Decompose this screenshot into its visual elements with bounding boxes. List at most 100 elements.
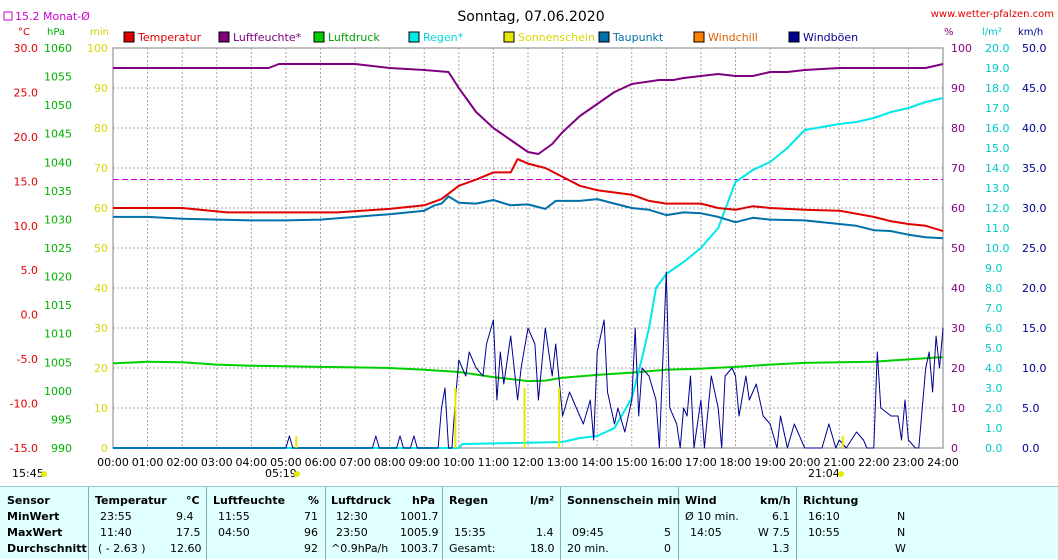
- sunshine-bar: [523, 388, 526, 448]
- tick-label-x: 08:00: [374, 456, 406, 469]
- tick-label-x: 03:00: [201, 456, 233, 469]
- tick-label-sun_min: 80: [94, 122, 108, 135]
- tick-label-humidity_pct: 80: [951, 122, 965, 135]
- unit-lm2: l/m²: [982, 27, 1002, 38]
- tick-label-x: 05:00: [270, 456, 302, 469]
- wind-unit: km/h: [760, 494, 791, 507]
- tick-label-x: 23:00: [893, 456, 925, 469]
- tick-label-x: 21:00: [823, 456, 855, 469]
- dir-max-time: 10:55: [808, 526, 840, 539]
- tick-label-wind_kmh: 30.0: [1022, 202, 1047, 215]
- sunrise-icon: [294, 471, 300, 477]
- temp-header: Temperatur: [95, 494, 167, 507]
- tick-label-rain_lm2: 10.0: [985, 242, 1010, 255]
- time-left-label: 15:45: [12, 467, 44, 480]
- legend-swatch: [408, 31, 420, 43]
- tick-label-wind_kmh: 5.0: [1022, 402, 1040, 415]
- tick-label-pressure_hpa: 1025: [44, 242, 72, 255]
- tick-label-pressure_hpa: 990: [51, 442, 72, 455]
- tick-label-humidity_pct: 70: [951, 162, 965, 175]
- legend-swatch: [693, 31, 705, 43]
- tick-label-wind_kmh: 45.0: [1022, 82, 1047, 95]
- tick-label-x: 15:00: [616, 456, 648, 469]
- row-label-avg: Durchschnitt: [7, 542, 87, 555]
- sun-max-time: 09:45: [572, 526, 604, 539]
- hum-min-time: 11:55: [218, 510, 250, 523]
- website-link[interactable]: www.wetter-pfalzen.com: [931, 9, 1054, 20]
- tick-label-sun_min: 90: [94, 82, 108, 95]
- tick-label-pressure_hpa: 1020: [44, 271, 72, 284]
- hum-max-time: 04:50: [218, 526, 250, 539]
- sunshine-bar: [295, 436, 298, 448]
- tick-label-pressure_hpa: 1035: [44, 185, 72, 198]
- tick-label-wind_kmh: 50.0: [1022, 42, 1047, 55]
- tick-label-temp_c: 0.0: [21, 309, 39, 322]
- tick-label-wind_kmh: 10.0: [1022, 362, 1047, 375]
- hum-header: Luftfeuchte: [213, 494, 286, 507]
- tick-label-humidity_pct: 40: [951, 282, 965, 295]
- tick-label-x: 12:00: [512, 456, 544, 469]
- tick-label-humidity_pct: 0: [951, 442, 958, 455]
- tick-label-rain_lm2: 4.0: [985, 362, 1003, 375]
- tick-label-rain_lm2: 15.0: [985, 142, 1010, 155]
- series-line-temperatur: [113, 158, 944, 233]
- tick-label-temp_c: 10.0: [14, 220, 39, 233]
- tick-label-x: 07:00: [339, 456, 371, 469]
- wind-max-val: W 7.5: [758, 526, 790, 539]
- tick-label-rain_lm2: 16.0: [985, 122, 1010, 135]
- hum-min-val: 71: [304, 510, 318, 523]
- tick-label-rain_lm2: 3.0: [985, 382, 1003, 395]
- tick-label-humidity_pct: 30: [951, 322, 965, 335]
- legend-label: Windböen: [803, 31, 858, 44]
- tick-label-x: 17:00: [685, 456, 717, 469]
- dir-max-val: N: [897, 526, 906, 539]
- unit-hpa: hPa: [47, 27, 65, 38]
- monthly-avg-icon: [3, 11, 13, 21]
- tick-label-rain_lm2: 17.0: [985, 102, 1010, 115]
- tick-label-humidity_pct: 20: [951, 362, 965, 375]
- sun-max-val: 5: [664, 526, 671, 539]
- rain-total-val: 18.0: [530, 542, 555, 555]
- tick-label-pressure_hpa: 1060: [44, 42, 72, 55]
- tick-label-wind_kmh: 25.0: [1022, 242, 1047, 255]
- tick-label-wind_kmh: 15.0: [1022, 322, 1047, 335]
- tick-label-pressure_hpa: 995: [51, 413, 72, 426]
- stats-table: Sensor MinWert MaxWert Durchschnitt Temp…: [0, 486, 1058, 560]
- tick-label-sun_min: 40: [94, 282, 108, 295]
- press-avg-val: 1003.7: [400, 542, 439, 555]
- unit-min: min: [90, 27, 109, 38]
- hum-unit: %: [308, 494, 320, 507]
- tick-label-rain_lm2: 12.0: [985, 202, 1010, 215]
- wind-min-val: 6.1: [772, 510, 790, 523]
- tick-label-x: 16:00: [650, 456, 682, 469]
- temp-unit: °C: [186, 494, 200, 507]
- rain-max-time: 15:35: [454, 526, 486, 539]
- sunshine-bar: [454, 388, 457, 448]
- tick-label-rain_lm2: 7.0: [985, 302, 1003, 315]
- tick-label-pressure_hpa: 1045: [44, 128, 72, 141]
- unit-pct: %: [944, 27, 954, 38]
- temp-min-val: 9.4: [176, 510, 194, 523]
- tick-label-temp_c: 20.0: [14, 131, 39, 144]
- sunshine-bar: [841, 436, 844, 448]
- tick-label-sun_min: 10: [94, 402, 108, 415]
- tick-label-pressure_hpa: 1015: [44, 299, 72, 312]
- rain-header: Regen: [449, 494, 489, 507]
- tick-label-sun_min: 20: [94, 362, 108, 375]
- rain-unit: l/m²: [530, 494, 555, 507]
- tick-label-rain_lm2: 20.0: [985, 42, 1010, 55]
- tick-label-x: 10:00: [443, 456, 475, 469]
- sunshine-bar: [558, 388, 561, 448]
- tick-label-rain_lm2: 19.0: [985, 62, 1010, 75]
- tick-label-rain_lm2: 9.0: [985, 262, 1003, 275]
- sunshine-bars: [295, 388, 844, 448]
- dir-min-time: 16:10: [808, 510, 840, 523]
- series-line-luftdruck: [112, 356, 944, 383]
- sun-header: Sonnenschein min: [567, 494, 681, 507]
- tick-label-wind_kmh: 40.0: [1022, 122, 1047, 135]
- tick-label-pressure_hpa: 1000: [44, 385, 72, 398]
- temp-min-time: 23:55: [100, 510, 132, 523]
- dir-avg-val: W: [895, 542, 906, 555]
- tick-label-humidity_pct: 50: [951, 242, 965, 255]
- hum-avg-val: 92: [304, 542, 318, 555]
